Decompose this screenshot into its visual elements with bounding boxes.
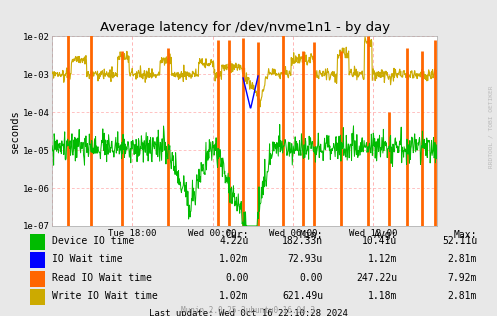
Text: RRDTOOL / TOBI OETIKER: RRDTOOL / TOBI OETIKER: [488, 85, 493, 168]
Text: Min:: Min:: [300, 230, 323, 240]
Text: 1.02m: 1.02m: [219, 291, 248, 301]
Text: 247.22u: 247.22u: [356, 273, 398, 283]
Text: 1.18m: 1.18m: [368, 291, 398, 301]
Text: Last update: Wed Oct 16 22:10:28 2024: Last update: Wed Oct 16 22:10:28 2024: [149, 309, 348, 316]
Text: 52.11u: 52.11u: [442, 236, 477, 246]
Text: Max:: Max:: [454, 230, 477, 240]
Text: Write IO Wait time: Write IO Wait time: [52, 291, 158, 301]
Text: 0.00: 0.00: [300, 273, 323, 283]
Text: 72.93u: 72.93u: [288, 254, 323, 264]
Text: 621.49u: 621.49u: [282, 291, 323, 301]
Text: IO Wait time: IO Wait time: [52, 254, 123, 264]
Text: 182.33n: 182.33n: [282, 236, 323, 246]
Text: 2.81m: 2.81m: [448, 254, 477, 264]
Text: Device IO time: Device IO time: [52, 236, 134, 246]
FancyBboxPatch shape: [30, 234, 45, 250]
Text: 1.02m: 1.02m: [219, 254, 248, 264]
Text: 10.41u: 10.41u: [362, 236, 398, 246]
FancyBboxPatch shape: [30, 271, 45, 287]
Y-axis label: seconds: seconds: [10, 109, 20, 153]
Text: 4.22u: 4.22u: [219, 236, 248, 246]
FancyBboxPatch shape: [30, 252, 45, 268]
Text: 0.00: 0.00: [225, 273, 248, 283]
Text: Munin 2.0.25-2ubuntu0.16.04.3: Munin 2.0.25-2ubuntu0.16.04.3: [181, 307, 316, 315]
Title: Average latency for /dev/nvme1n1 - by day: Average latency for /dev/nvme1n1 - by da…: [100, 21, 390, 34]
Text: 2.81m: 2.81m: [448, 291, 477, 301]
Text: Avg:: Avg:: [374, 230, 398, 240]
Text: 1.12m: 1.12m: [368, 254, 398, 264]
Text: Read IO Wait time: Read IO Wait time: [52, 273, 152, 283]
FancyBboxPatch shape: [30, 289, 45, 305]
Text: Cur:: Cur:: [225, 230, 248, 240]
Text: 7.92m: 7.92m: [448, 273, 477, 283]
